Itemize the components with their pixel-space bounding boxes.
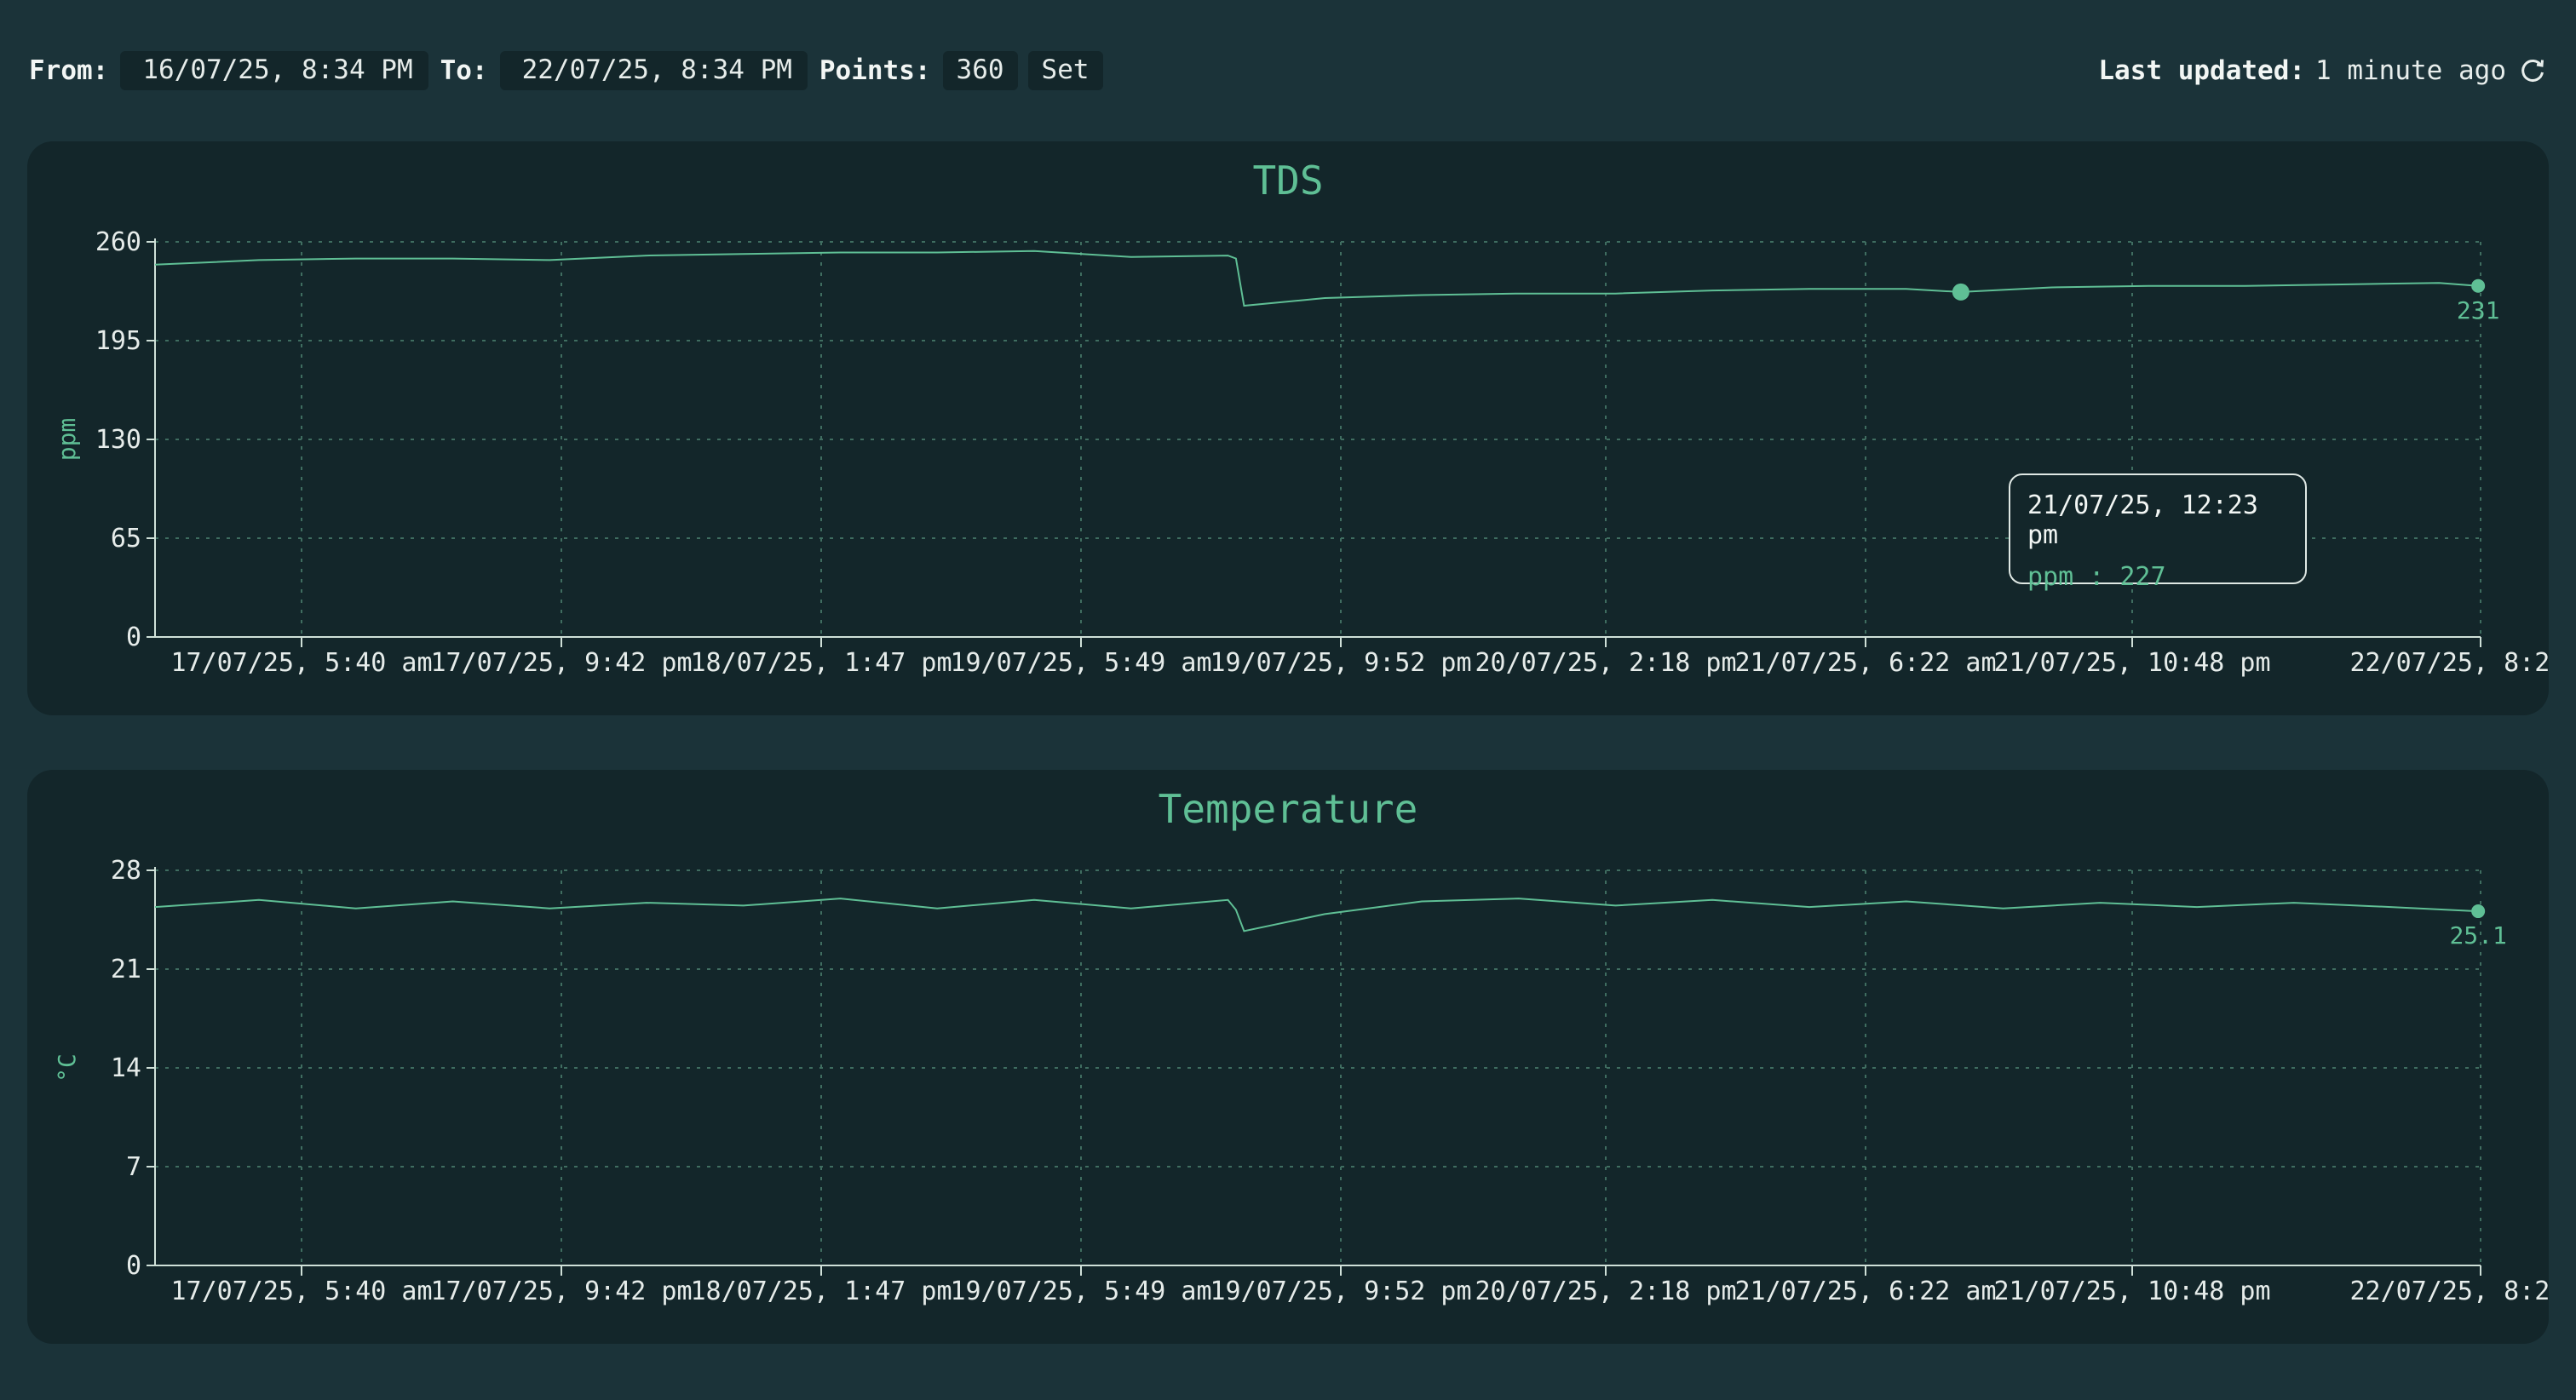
last-value-label: 25.1 xyxy=(2449,921,2506,950)
tooltip-time: 21/07/25, 12:23 pm xyxy=(2027,491,2258,550)
x-tick-label: 22/07/25, 8:25 pm xyxy=(2349,648,2549,678)
y-axis-label: °C xyxy=(53,1053,81,1082)
last-updated-label: Last updated: xyxy=(2098,55,2306,86)
y-tick-label: 14 xyxy=(111,1053,141,1083)
last-updated-value: 1 minute ago xyxy=(2315,55,2506,86)
y-tick-label: 21 xyxy=(111,955,141,984)
x-tick-label: 21/07/25, 10:48 pm xyxy=(1993,1277,2270,1306)
x-tick-label: 19/07/25, 9:52 pm xyxy=(1210,648,1471,678)
last-point-marker xyxy=(2471,904,2486,919)
temperature-chart: Temperature 0 7 14 21 28 17/07/25, 5:40 am17/0… xyxy=(53,786,2549,1306)
x-tick-label: 19/07/25, 9:52 pm xyxy=(1210,1277,1471,1306)
x-tick-label: 19/07/25, 5:49 am xyxy=(950,648,1211,678)
x-tick-label: 20/07/25, 2:18 pm xyxy=(1475,1277,1736,1306)
x-tick-label: 17/07/25, 9:42 pm xyxy=(430,648,692,678)
x-tick-label: 20/07/25, 2:18 pm xyxy=(1475,648,1736,678)
x-tick-label: 21/07/25, 10:48 pm xyxy=(1993,648,2270,678)
y-axis-label: ppm xyxy=(53,418,81,462)
x-tick-label: 18/07/25, 1:47 pm xyxy=(690,648,952,678)
points-input[interactable]: 360 xyxy=(942,51,1018,90)
y-tick-label: 130 xyxy=(95,425,141,455)
series-line xyxy=(154,250,2479,307)
tds-chart: TDS 0 65 130 195 260 17/07/25, 5:40 am17/07/25… xyxy=(53,158,2549,678)
from-label: From: xyxy=(29,55,109,86)
set-button[interactable]: Set xyxy=(1027,51,1103,90)
x-tick-label: 22/07/25, 8:25 pm xyxy=(2349,1277,2549,1306)
toolbar: From: 16/07/25, 8:34 PM To: 22/07/25, 8:… xyxy=(0,0,2576,141)
x-tick-label: 19/07/25, 5:49 am xyxy=(950,1277,1211,1306)
y-tick-label: 0 xyxy=(126,1251,141,1281)
temperature-chart-panel: Temperature 0 7 14 21 28 17/07/25, 5:40 am 17/0… xyxy=(27,770,2549,1344)
chart-tooltip: 21/07/25, 12:23 pm ppm : 227 xyxy=(2009,473,2307,592)
y-tick-label: 28 xyxy=(111,856,141,886)
chart-title: TDS xyxy=(1252,158,1323,204)
x-tick-label: 17/07/25, 5:40 am xyxy=(170,648,432,678)
points-label: Points: xyxy=(819,55,931,86)
y-tick-label: 65 xyxy=(111,524,141,554)
x-tick-label: 21/07/25, 6:22 am xyxy=(1734,1277,1996,1306)
last-updated: Last updated: 1 minute ago xyxy=(2098,55,2547,86)
tds-chart-panel: TDS 0 65 130 195 260 17/07/25, 5:40 am 17/07/25… xyxy=(27,141,2549,715)
y-tick-label: 260 xyxy=(95,227,141,257)
last-point-marker xyxy=(2471,278,2486,293)
to-label: To: xyxy=(440,55,488,86)
hover-point-marker xyxy=(1952,283,1969,301)
y-tick-label: 0 xyxy=(126,623,141,652)
from-input[interactable]: 16/07/25, 8:34 PM xyxy=(120,51,428,90)
x-tick-label: 17/07/25, 5:40 am xyxy=(170,1277,432,1306)
series-line xyxy=(154,898,2479,932)
last-value-label: 231 xyxy=(2457,296,2500,324)
x-tick-label: 17/07/25, 9:42 pm xyxy=(430,1277,692,1306)
chart-title: Temperature xyxy=(1159,786,1418,832)
to-input[interactable]: 22/07/25, 8:34 PM xyxy=(499,51,808,90)
y-tick-label: 195 xyxy=(95,326,141,356)
y-tick-label: 7 xyxy=(126,1152,141,1182)
x-tick-label: 18/07/25, 1:47 pm xyxy=(690,1277,952,1306)
refresh-icon[interactable] xyxy=(2518,56,2547,85)
tooltip-value: ppm : 227 xyxy=(2027,562,2166,592)
x-tick-label: 21/07/25, 6:22 am xyxy=(1734,648,1996,678)
date-range-controls: From: 16/07/25, 8:34 PM To: 22/07/25, 8:… xyxy=(29,51,1103,90)
